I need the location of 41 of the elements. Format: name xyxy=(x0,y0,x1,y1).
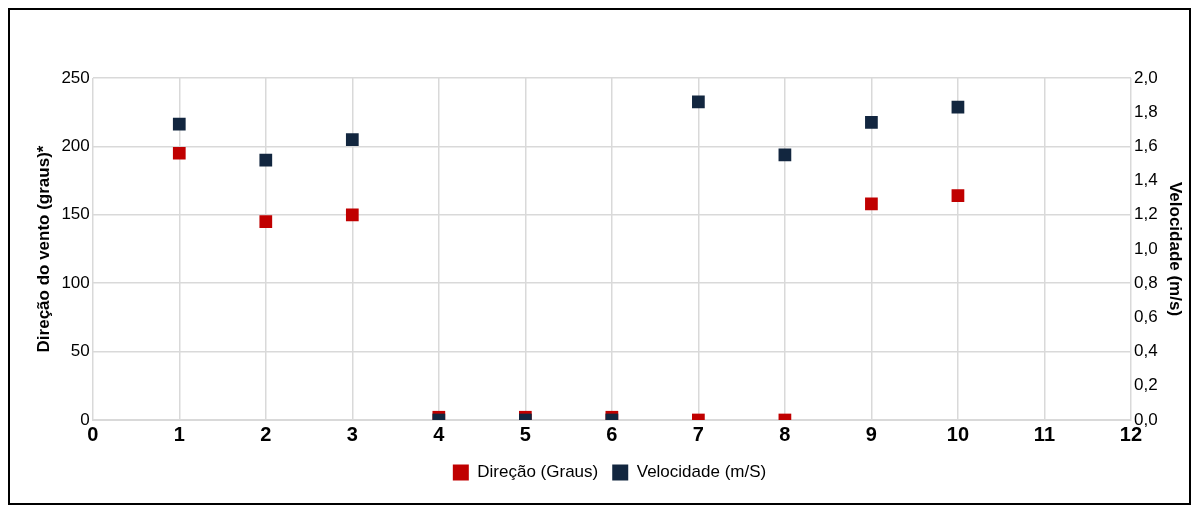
x-tick-label: 3 xyxy=(346,422,358,445)
y-tick-label: 200 xyxy=(61,136,90,156)
y-tick-label: 0 xyxy=(80,409,90,429)
point xyxy=(259,153,273,167)
point xyxy=(172,146,186,160)
x-tick-label: 9 xyxy=(865,422,877,445)
x-tick-label: 7 xyxy=(692,422,704,445)
point xyxy=(172,117,186,131)
y2-tick-label: 0,6 xyxy=(1133,307,1158,327)
x-tick-label: 6 xyxy=(606,422,618,445)
y2-tick-label: 1,0 xyxy=(1133,238,1158,258)
x-tick-label: 1 xyxy=(173,422,185,445)
y2-axis-title: Velocidade (m/s) xyxy=(1166,181,1186,317)
y2-tick-label: 0,4 xyxy=(1133,341,1158,361)
y-tick-label: 250 xyxy=(61,67,90,87)
y-tick-label: 100 xyxy=(61,272,90,292)
legend-label: Direção (Graus) xyxy=(477,462,599,482)
x-tick-label: 10 xyxy=(946,422,970,445)
y2-tick-label: 1,4 xyxy=(1133,170,1158,190)
point xyxy=(345,133,359,146)
point xyxy=(865,116,878,129)
y2-tick-label: 0,8 xyxy=(1133,272,1158,292)
x-tick-label: 2 xyxy=(260,422,272,445)
x-tick-label: 5 xyxy=(519,422,531,445)
x-tick-label: 4 xyxy=(433,422,446,445)
y-tick-label: 50 xyxy=(70,341,90,361)
y2-tick-label: 0,2 xyxy=(1133,375,1158,395)
y2-tick-label: 1,8 xyxy=(1133,101,1158,121)
y-axis-title: Direção do vento (graus)* xyxy=(33,145,53,353)
x-tick-label: 11 xyxy=(1033,422,1056,445)
y-tick-label: 150 xyxy=(61,204,90,224)
point xyxy=(692,95,705,109)
y2-tick-label: 2,0 xyxy=(1133,67,1158,87)
point xyxy=(345,208,359,222)
point xyxy=(951,189,965,203)
y2-tick-label: 1,2 xyxy=(1133,204,1158,224)
point xyxy=(259,215,273,228)
legend-label: Velocidade (m/S) xyxy=(636,462,767,482)
y2-tick-label: 1,6 xyxy=(1133,136,1158,156)
x-tick-label: 8 xyxy=(779,422,791,445)
point xyxy=(865,197,878,211)
